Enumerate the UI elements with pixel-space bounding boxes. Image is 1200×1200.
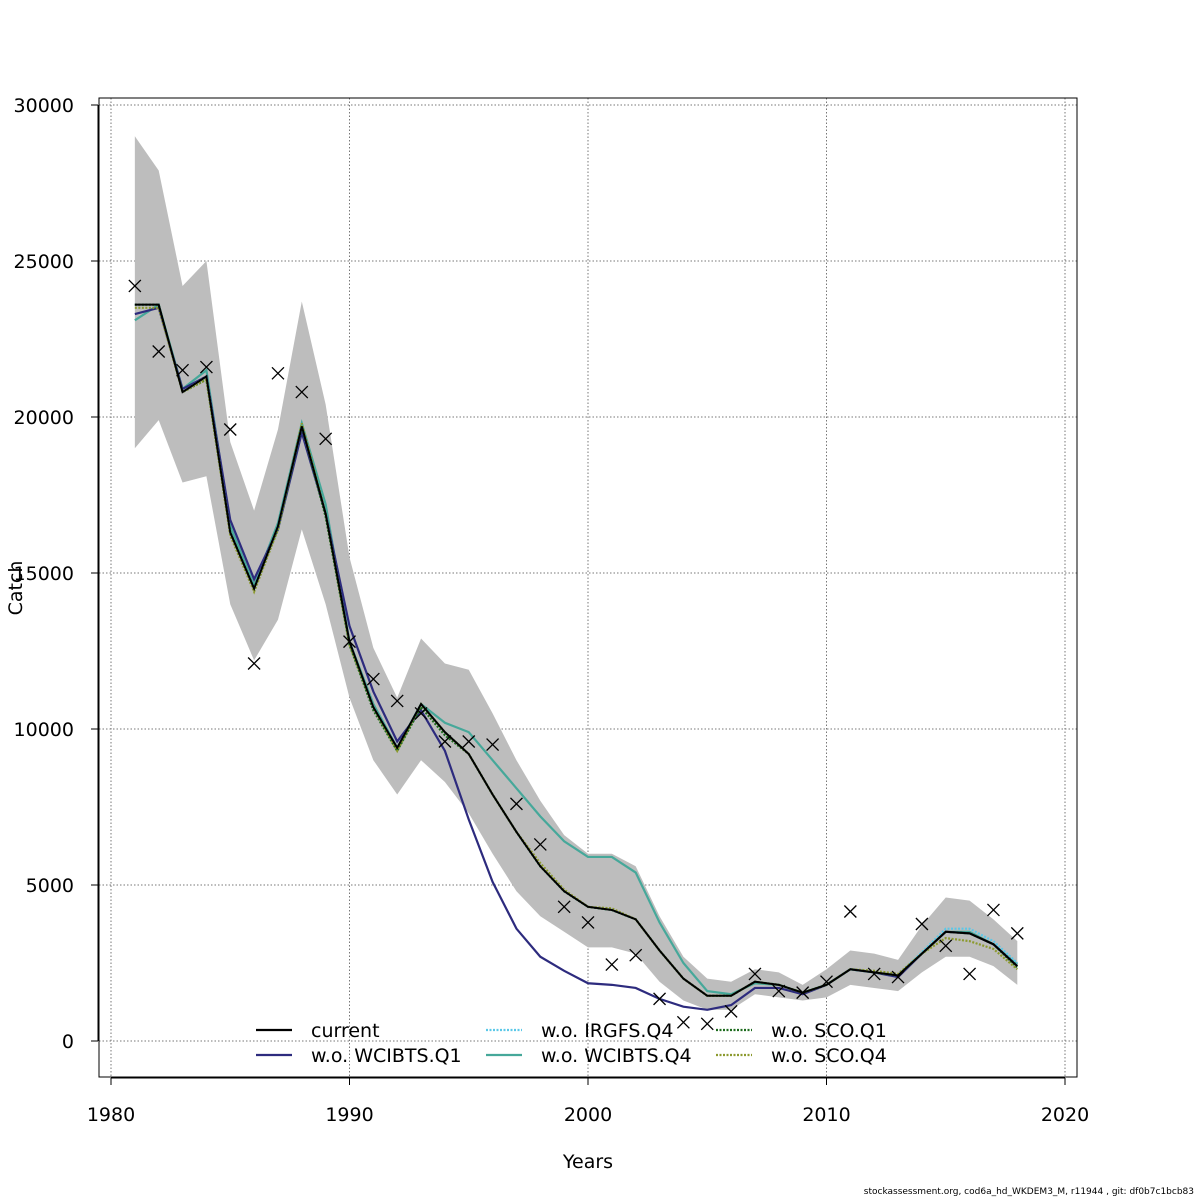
y-tick-label: 10000 [14,719,74,741]
observed-point [533,837,547,851]
legend-label: w.o. SCO.Q4 [771,1045,887,1067]
observed-points [128,279,1024,1031]
legend-label: w.o. WCIBTS.Q1 [311,1045,462,1067]
x-tick-label: 1980 [87,1104,135,1126]
x-tick-label: 1990 [325,1104,373,1126]
observed-point [986,903,1000,917]
y-tick-label: 0 [62,1031,74,1053]
observed-point [128,279,142,293]
observed-point [939,939,953,953]
y-tick-label: 30000 [14,95,74,117]
observed-point [557,900,571,914]
confidence-band-area [134,136,1018,1010]
legend-item: w.o. SCO.Q1 [716,1020,887,1042]
observed-point [796,986,810,1000]
observed-point [963,967,977,981]
legend-label: w.o. SCO.Q1 [771,1020,887,1042]
observed-point [152,345,166,358]
observed-point [509,797,523,811]
legend: current w.o. WCIBTS.Q1 w.o. IRGFS.Q4 w.o. W… [256,1020,887,1067]
x-tick-label: 2020 [1041,1104,1089,1126]
observed-point [390,694,404,708]
observed-point [581,915,595,929]
observed-point [176,363,190,377]
observed-point [748,967,762,981]
legend-item: w.o. WCIBTS.Q4 [486,1045,692,1067]
observed-point [629,948,643,962]
legend-label: w.o. WCIBTS.Q4 [541,1045,692,1067]
footer-credit: stockassessment.org, cod6a_hd_WKDEM3_M, … [863,1187,1194,1197]
observed-point [843,905,857,918]
observed-point [319,432,333,446]
observed-point [223,423,237,436]
legend-item: w.o. WCIBTS.Q1 [256,1045,462,1067]
observed-point [653,992,667,1006]
y-tick-label: 20000 [14,407,74,429]
y-tick-label: 25000 [14,251,74,273]
y-tick-label: 15000 [14,563,74,585]
observed-point [1010,926,1024,940]
legend-label: w.o. IRGFS.Q4 [541,1020,673,1042]
observed-point [295,385,309,399]
legend-label: current [311,1020,380,1042]
observed-point [605,958,619,972]
legend-item: w.o. IRGFS.Q4 [486,1020,673,1042]
observed-point [366,672,380,686]
series-line [134,303,1018,997]
observed-point [891,970,905,984]
observed-point [867,967,881,981]
x-axis-label: Years [562,1151,613,1173]
legend-item: current [256,1020,380,1042]
observed-point [820,975,833,989]
plot-border [98,97,1078,1078]
observed-point [271,366,285,380]
observed-point [700,1017,714,1031]
observed-point [199,360,213,374]
observed-point [486,738,500,752]
confidence-band [134,136,1018,1010]
x-tick-label: 2000 [564,1104,612,1126]
y-axis-label: Catch [5,561,27,616]
observed-point [915,917,929,931]
observed-point [343,635,356,649]
axes: 1980 1990 2000 2010 2020 0 5000 10000 15000 20000… [14,95,1090,1126]
observed-point [414,706,428,720]
observed-point [676,1015,690,1029]
observed-point [462,735,476,748]
observed-point [247,657,261,670]
observed-point [724,1004,738,1018]
legend-item: w.o. SCO.Q4 [716,1045,887,1067]
observed-point [772,984,786,998]
y-tick-label: 5000 [26,875,74,897]
x-tick-label: 2010 [802,1104,850,1126]
observed-point [438,735,452,748]
